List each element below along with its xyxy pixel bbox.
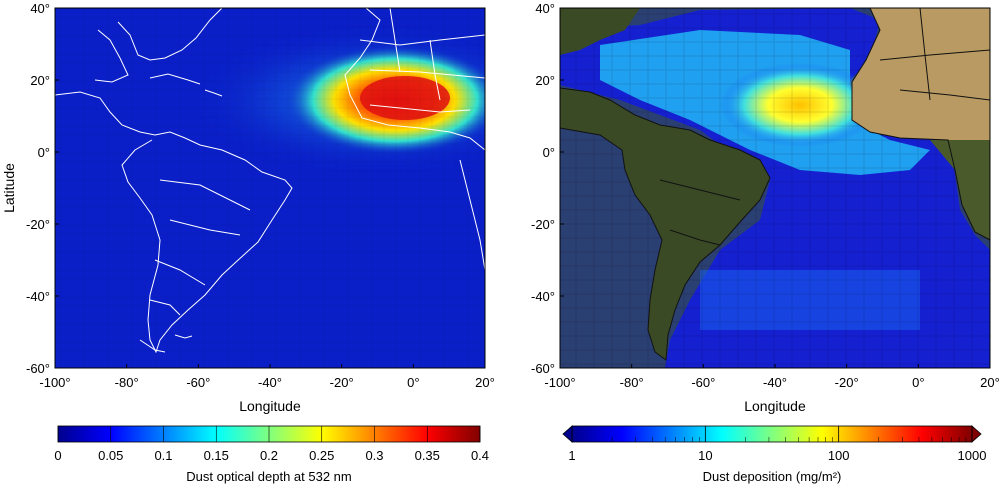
right-colorbar-tick-label: 100 <box>828 448 850 463</box>
right-map-lon-tick-label: -20° <box>835 375 859 390</box>
left-colorbar-tick-label: 0.25 <box>309 448 334 463</box>
left-map-lat-tick-label: -60° <box>26 361 50 376</box>
right-colorbar-tick-label: 10 <box>698 448 712 463</box>
left-colorbar-tick-label: 0.3 <box>365 448 383 463</box>
left-map-lon-tick-label: -40° <box>258 375 282 390</box>
right-map-lon-tick-label: -60° <box>691 375 715 390</box>
left-colorbar-tick-label: 0.35 <box>415 448 440 463</box>
right-map-lat-tick-label: 20° <box>535 73 555 88</box>
left-map-lon-tick-label: -60° <box>186 375 210 390</box>
right-colorbar-bar <box>571 425 973 443</box>
left-map-lon-tick-label: -20° <box>330 375 354 390</box>
right-map-lon-tick-label: -80° <box>620 375 644 390</box>
left-map-lon-tick-label: 20° <box>475 375 495 390</box>
left-map-lat-tick-label: 20° <box>30 73 50 88</box>
right-map-lat-tick-label: -20° <box>531 217 555 232</box>
right-map-lon-tick-label: 20° <box>980 375 1000 390</box>
right-map-land-south-america <box>560 88 770 360</box>
right-map-lon-tick-label: -100° <box>544 375 575 390</box>
right-map-lat-tick-label: 40° <box>535 1 555 16</box>
left-map-lon-tick-label: -80° <box>115 375 139 390</box>
left-map-ylabel: Latitude <box>1 163 17 213</box>
right-map-land-africa <box>852 8 990 240</box>
left-colorbar-label: Dust optical depth at 532 nm <box>186 469 352 484</box>
right-colorbar-min-arrow <box>562 425 573 443</box>
left-colorbar: 0 0.05 0.1 0.15 0.2 0.25 0.3 0.35 0.4 Dust optic… <box>54 425 489 484</box>
left-map-coastlines <box>55 8 485 354</box>
left-map-lat-tick-label: -40° <box>26 289 50 304</box>
left-colorbar-tick-label: 0 <box>54 448 61 463</box>
right-map-panel: -100° -80° -60° -40° -20° 0° 20° 40° 20° 0° -20° -4… <box>531 1 1000 414</box>
right-map-xlabel: Longitude <box>744 398 806 414</box>
left-map-ticks: -100° -80° -60° -40° -20° 0° 20° 40° 20° 0° -20° -4… <box>26 1 495 390</box>
left-colorbar-tick-label: 0.1 <box>154 448 172 463</box>
right-colorbar: 1 10 100 1000 Dust deposition (mg/m²) <box>562 425 987 484</box>
right-colorbar-label: Dust deposition (mg/m²) <box>703 469 842 484</box>
left-colorbar-tick-label: 0.4 <box>471 448 489 463</box>
left-map-lon-tick-label: 0° <box>407 375 419 390</box>
left-map-lon-tick-label: -100° <box>39 375 70 390</box>
right-map-lon-tick-label: 0° <box>912 375 924 390</box>
right-colorbar-tick-label: 1000 <box>958 448 987 463</box>
right-map-borders <box>560 8 990 361</box>
right-map-lon-tick-label: -40° <box>763 375 787 390</box>
left-colorbar-tick-label: 0.15 <box>204 448 229 463</box>
right-map-lat-tick-label: -40° <box>531 289 555 304</box>
right-colorbar-tick-label: 1 <box>568 448 575 463</box>
right-map-lat-tick-label: 0° <box>543 145 555 160</box>
left-map-panel: -100° -80° -60° -40° -20° 0° 20° 40° 20° 0° -20° -4… <box>1 1 495 414</box>
left-map-lat-tick-label: 40° <box>30 1 50 16</box>
right-map-lat-tick-label: -60° <box>531 361 555 376</box>
left-map-lat-tick-label: -20° <box>26 217 50 232</box>
left-colorbar-tick-label: 0.2 <box>260 448 278 463</box>
right-colorbar-max-arrow <box>971 425 982 443</box>
left-colorbar-tick-label: 0.05 <box>98 448 123 463</box>
left-map-xlabel: Longitude <box>239 398 301 414</box>
right-map-ticks: -100° -80° -60° -40° -20° 0° 20° 40° 20° 0° -20° -4… <box>531 1 1000 390</box>
left-map-lat-tick-label: 0° <box>38 145 50 160</box>
